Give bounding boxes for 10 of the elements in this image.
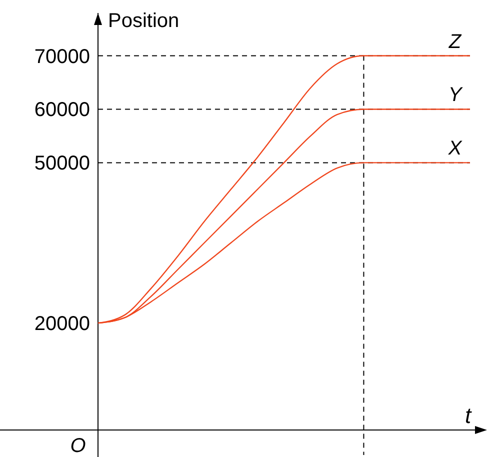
series-label: Y: [448, 84, 464, 106]
y-tick-label: 70000: [34, 46, 90, 68]
text: O: [70, 435, 86, 457]
y-tick-label: 50000: [34, 152, 90, 175]
series-label: X: [447, 138, 462, 160]
y-tick-label: 60000: [34, 99, 90, 122]
x-axis-title: t: [464, 403, 472, 428]
series-label: Z: [448, 30, 462, 53]
y-tick-label: 20000: [34, 313, 90, 336]
y-axis-title: Position: [108, 10, 180, 32]
